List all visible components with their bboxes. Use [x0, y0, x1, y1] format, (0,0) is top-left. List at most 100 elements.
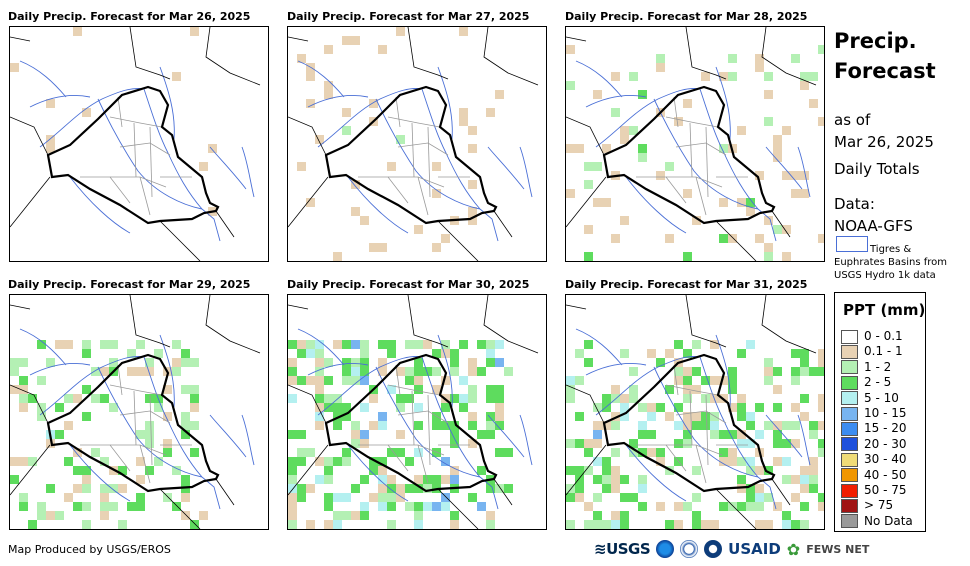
- precip-cell: [782, 511, 791, 520]
- as-of-date: Mar 26, 2025: [834, 133, 934, 151]
- precip-cell: [136, 475, 145, 484]
- country-border: [566, 176, 607, 228]
- river-line: [575, 328, 623, 366]
- country-border: [685, 295, 727, 348]
- precip-cell: [818, 421, 824, 430]
- precip-cell: [782, 252, 791, 261]
- precip-cell: [19, 457, 28, 466]
- country-border: [437, 488, 479, 529]
- precip-cell: [73, 394, 82, 403]
- precip-cell: [638, 421, 647, 430]
- precip-cell: [629, 493, 638, 502]
- basin-note-line-1: Tigres &: [870, 244, 912, 255]
- precip-cell: [477, 502, 486, 511]
- precip-cell: [315, 475, 324, 484]
- precip-cell: [181, 385, 190, 394]
- map-svg: [10, 27, 261, 261]
- precip-cell: [809, 72, 818, 81]
- precip-cell: [172, 340, 181, 349]
- province-border: [675, 410, 727, 424]
- precip-cell: [683, 99, 692, 108]
- precip-cell: [773, 439, 782, 448]
- precip-cell: [728, 502, 737, 511]
- precip-cell: [360, 216, 369, 225]
- precip-cell: [638, 484, 647, 493]
- precip-cell: [351, 430, 360, 439]
- precip-cell: [432, 189, 441, 198]
- precip-cell: [306, 198, 315, 207]
- precip-cell: [396, 135, 405, 144]
- precip-cell: [10, 358, 19, 367]
- precip-cell: [674, 439, 683, 448]
- precip-cell: [701, 412, 710, 421]
- precip-cell: [324, 520, 333, 529]
- precip-cell: [800, 358, 809, 367]
- iraq-border: [46, 85, 220, 225]
- precip-cell: [109, 502, 118, 511]
- precip-cell: [342, 403, 351, 412]
- river-line: [69, 444, 131, 502]
- precip-cell: [414, 403, 423, 412]
- precip-cell: [324, 81, 333, 90]
- map-svg: [10, 295, 261, 529]
- precip-cell: [288, 457, 297, 466]
- precip-cell: [584, 340, 593, 349]
- precip-cell: [450, 421, 459, 430]
- precip-cell: [791, 421, 800, 430]
- map-svg: [288, 295, 539, 529]
- precip-cell: [593, 90, 602, 99]
- precip-cell: [566, 439, 575, 448]
- province-border: [417, 176, 429, 216]
- precip-cell: [190, 520, 199, 529]
- precip-cell: [692, 511, 701, 520]
- precip-cell: [360, 403, 369, 412]
- precip-cell: [324, 376, 333, 385]
- precip-cell: [818, 439, 824, 448]
- precip-cell: [64, 457, 73, 466]
- precip-cell: [728, 234, 737, 243]
- precip-cell: [459, 27, 468, 36]
- precip-cell: [764, 367, 773, 376]
- precip-cell: [46, 358, 55, 367]
- precip-cell: [593, 162, 602, 171]
- precip-cell: [818, 117, 824, 126]
- precip-cell: [495, 421, 504, 430]
- precip-cell: [566, 81, 575, 90]
- precip-cell: [647, 349, 656, 358]
- river-line: [159, 66, 175, 140]
- precip-cell: [638, 403, 647, 412]
- precip-cell: [351, 421, 360, 430]
- province-border: [139, 176, 151, 216]
- precip-cell: [791, 376, 800, 385]
- precip-cell: [351, 36, 360, 45]
- precip-cell: [378, 45, 387, 54]
- iraq-border: [602, 353, 776, 493]
- precip-cell: [351, 340, 360, 349]
- precip-cell: [782, 457, 791, 466]
- precip-cell: [602, 144, 611, 153]
- precip-cell: [100, 394, 109, 403]
- precip-cell: [486, 511, 495, 520]
- precip-cell: [324, 358, 333, 367]
- precip-cell: [315, 376, 324, 385]
- province-border: [387, 384, 441, 396]
- sidebar-title: Precip. Forecast: [834, 26, 936, 86]
- precip-cell: [297, 349, 306, 358]
- title-line-1: Precip.: [834, 29, 917, 53]
- province-border: [139, 444, 151, 484]
- precip-cell: [486, 430, 495, 439]
- precip-cell: [136, 430, 145, 439]
- precip-cell: [306, 484, 315, 493]
- precip-cell: [342, 36, 351, 45]
- precip-cell: [818, 367, 824, 376]
- precip-cell: [566, 493, 575, 502]
- province-border: [666, 176, 723, 188]
- panel-title: Daily Precip. Forecast for Mar 28, 2025: [565, 10, 808, 23]
- precip-cell: [172, 367, 181, 376]
- country-border: [10, 176, 51, 228]
- precip-cell: [593, 511, 602, 520]
- precip-cell: [450, 520, 459, 529]
- precip-cell: [100, 457, 109, 466]
- precip-cell: [602, 394, 611, 403]
- precip-cell: [163, 448, 172, 457]
